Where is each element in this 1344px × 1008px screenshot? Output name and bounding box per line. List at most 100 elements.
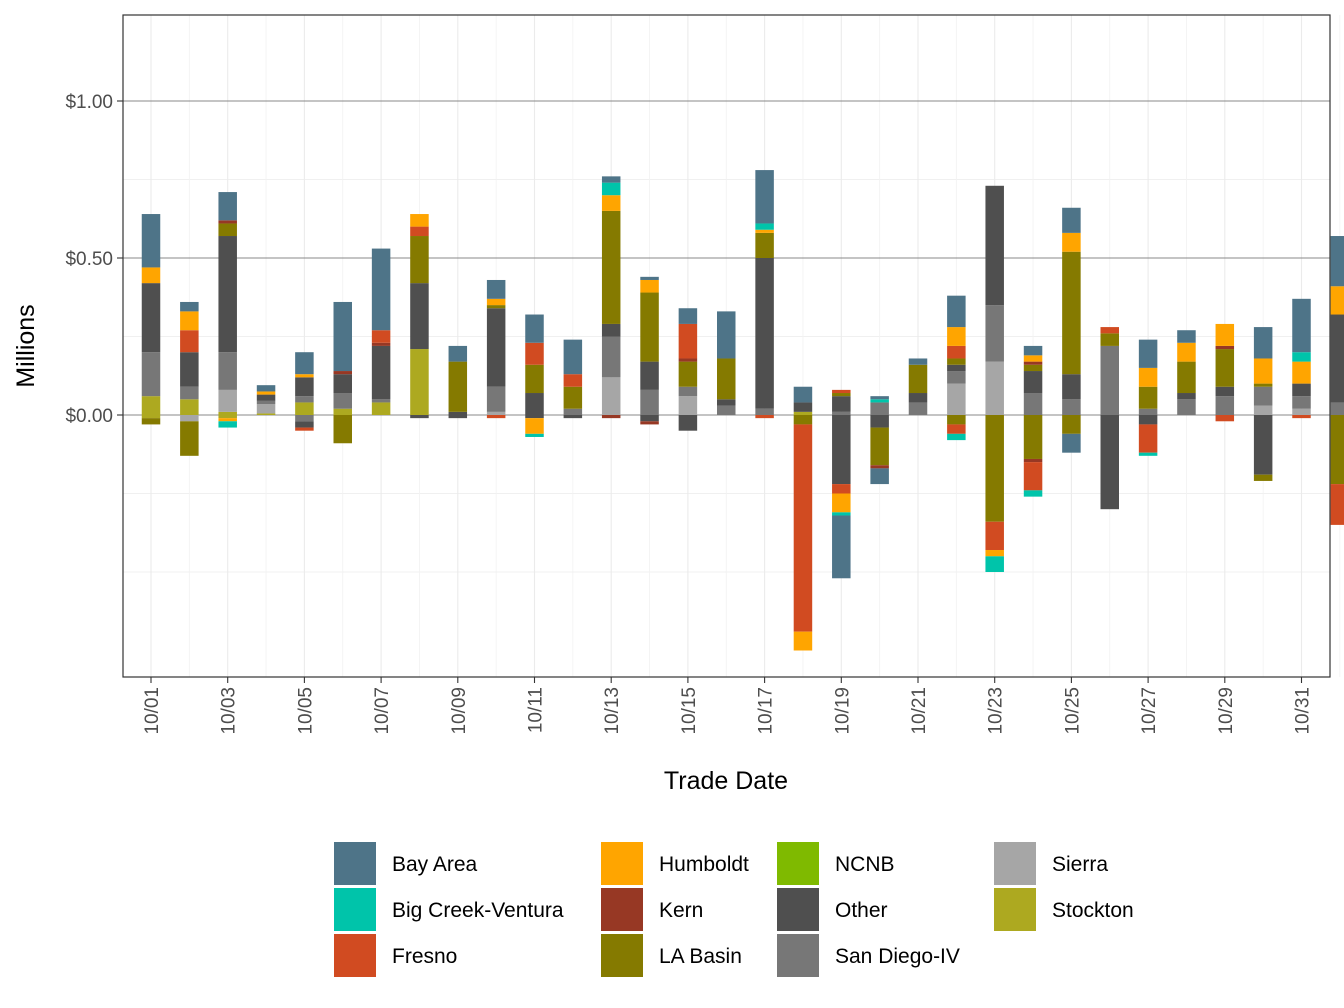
bar-la-basin-10-03 bbox=[218, 223, 237, 237]
bar-humboldt-10-30 bbox=[1253, 358, 1273, 384]
y-tick-label: $0.00 bbox=[65, 406, 113, 427]
bar-san-diego-iv-10-31 bbox=[1292, 396, 1311, 409]
bar-la-basin-10-24 bbox=[1023, 364, 1043, 372]
bar-kern-10-29 bbox=[1215, 345, 1235, 350]
legend-item-kern: Kern bbox=[601, 888, 703, 931]
x-tick-label: 10/29 bbox=[1216, 687, 1237, 735]
bar-kern-10-13 bbox=[601, 415, 621, 419]
bar-bay-area-10-15 bbox=[678, 308, 698, 324]
legend-item-ncnb: NCNB bbox=[777, 842, 895, 885]
bar-sierra-10-30 bbox=[1253, 405, 1273, 415]
bar-humboldt-10-29 bbox=[1215, 323, 1235, 346]
bar-other-10-10 bbox=[486, 308, 506, 387]
bar-la-basin-10-02 bbox=[180, 421, 199, 456]
legend-swatch bbox=[601, 842, 643, 885]
bar-fresno-10-29 bbox=[1215, 415, 1235, 422]
legend-swatch bbox=[334, 888, 376, 931]
x-tick-label: 10/09 bbox=[449, 687, 470, 735]
bar-humboldt-10-13 bbox=[601, 195, 621, 211]
bar-fresno-10-10 bbox=[486, 415, 506, 419]
bar-other-11-01 bbox=[1330, 314, 1344, 403]
bar-bay-area-10-03 bbox=[218, 192, 237, 221]
bar-kern-10-24 bbox=[1023, 458, 1043, 463]
bar-humboldt-10-04 bbox=[256, 391, 276, 395]
x-tick-label: 10/05 bbox=[295, 687, 316, 735]
bar-fresno-10-22 bbox=[947, 345, 966, 359]
bar-big-creek-ventura-10-17 bbox=[755, 223, 774, 230]
y-tick-label: $1.00 bbox=[65, 92, 113, 113]
bar-la-basin-10-22 bbox=[947, 358, 966, 365]
bar-sierra-10-31 bbox=[1292, 408, 1311, 415]
bar-bay-area-10-06 bbox=[333, 301, 352, 372]
bar-la-basin-10-25 bbox=[1062, 251, 1081, 375]
bar-san-diego-iv-10-02 bbox=[180, 386, 199, 400]
bar-fresno-10-18 bbox=[793, 424, 813, 632]
bar-bay-area-10-02 bbox=[180, 301, 199, 312]
legend-swatch bbox=[334, 934, 376, 977]
bar-other-10-19 bbox=[832, 396, 851, 412]
bar-san-diego-iv-10-24 bbox=[1023, 393, 1043, 415]
bar-other-10-01 bbox=[141, 283, 161, 353]
bar-san-diego-iv-10-22 bbox=[947, 371, 966, 384]
bar-other-10-09 bbox=[448, 415, 468, 419]
bar-la-basin-10-12 bbox=[563, 386, 583, 409]
y-tick-label: $0.50 bbox=[65, 249, 113, 270]
legend-label: LA Basin bbox=[659, 945, 742, 968]
bar-other-10-11 bbox=[525, 393, 544, 415]
bar-sierra-10-13 bbox=[601, 377, 621, 415]
bar-humboldt-10-22 bbox=[947, 327, 966, 346]
bar-other-10-27 bbox=[1138, 415, 1158, 425]
legend-swatch bbox=[777, 842, 819, 885]
bar-stockton-10-01 bbox=[141, 396, 161, 415]
legend-swatch bbox=[601, 888, 643, 931]
bar-other-10-03 bbox=[218, 236, 237, 353]
bar-la-basin-10-29 bbox=[1215, 349, 1235, 387]
bar-other-10-12 bbox=[563, 415, 583, 419]
bar-big-creek-ventura-10-03 bbox=[218, 421, 237, 428]
bar-san-diego-iv-10-13 bbox=[601, 336, 621, 378]
bar-other-10-18 bbox=[793, 402, 813, 412]
bar-stockton-10-01 bbox=[141, 415, 161, 419]
bar-la-basin-10-30 bbox=[1253, 383, 1273, 387]
bar-other-10-22 bbox=[947, 364, 966, 372]
bar-san-diego-iv-10-12 bbox=[563, 408, 583, 415]
bar-la-basin-10-24 bbox=[1023, 415, 1043, 459]
bar-other-10-20 bbox=[870, 415, 889, 428]
bar-other-10-08 bbox=[410, 415, 429, 419]
bar-la-basin-10-10 bbox=[486, 305, 506, 309]
bar-stockton-10-06 bbox=[333, 408, 352, 415]
bar-humboldt-10-01 bbox=[141, 267, 161, 284]
bar-other-10-09 bbox=[448, 411, 468, 415]
bar-fresno-10-19 bbox=[832, 484, 851, 494]
bar-bay-area-10-25 bbox=[1062, 207, 1081, 233]
bar-sierra-10-22 bbox=[947, 383, 966, 415]
bar-san-diego-iv-10-21 bbox=[908, 402, 928, 415]
x-tick-label: 10/13 bbox=[602, 687, 623, 735]
bar-la-basin-10-01 bbox=[141, 418, 161, 425]
legend-item-bay-area: Bay Area bbox=[334, 842, 478, 885]
legend-swatch bbox=[777, 934, 819, 977]
x-axis-title: Trade Date bbox=[664, 767, 788, 795]
x-tick-label: 10/03 bbox=[219, 687, 240, 735]
bar-bay-area-10-17 bbox=[755, 170, 774, 224]
bar-kern-10-07 bbox=[371, 342, 391, 346]
legend-swatch bbox=[777, 888, 819, 931]
bar-san-diego-iv-10-05 bbox=[295, 396, 314, 403]
legend-label: Humboldt bbox=[659, 853, 749, 876]
x-tick-label: 10/21 bbox=[909, 687, 930, 735]
bar-la-basin-10-09 bbox=[448, 361, 468, 412]
bar-bay-area-10-18 bbox=[793, 386, 813, 403]
legend-label: Sierra bbox=[1052, 853, 1108, 876]
bars bbox=[141, 170, 1344, 651]
legend-item-other: Other bbox=[777, 888, 888, 931]
bar-humboldt-10-27 bbox=[1138, 367, 1158, 387]
bar-kern-10-03 bbox=[218, 220, 237, 224]
bar-la-basin-10-22 bbox=[947, 415, 966, 425]
bar-la-basin-10-13 bbox=[601, 210, 621, 324]
bar-san-diego-iv-10-14 bbox=[640, 389, 659, 415]
bar-san-diego-iv-10-25 bbox=[1062, 399, 1081, 415]
x-axis: 10/01 10/03 10/05 10/07 10/09 10/11 10/13 10/15… bbox=[142, 677, 1314, 735]
bar-stockton-10-03 bbox=[218, 411, 237, 415]
